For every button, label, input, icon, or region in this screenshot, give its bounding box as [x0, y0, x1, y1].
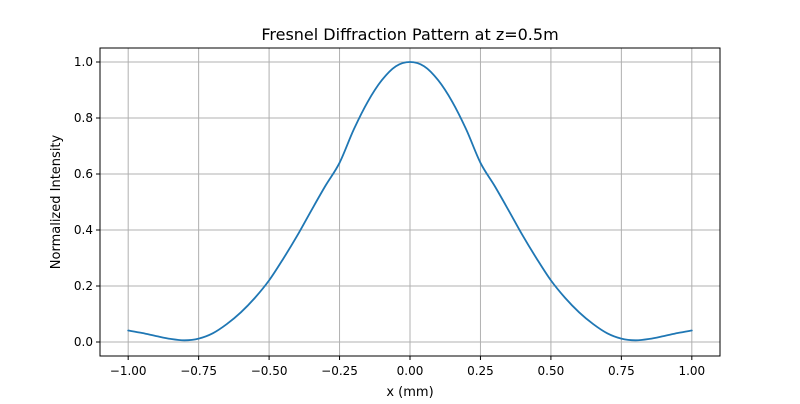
x-axis: −1.00 −0.75 −0.50 −0.25 0.00 0.25 0.50 0.75 1.00: [110, 356, 705, 378]
x-tick-label: −0.25: [321, 364, 358, 378]
grid-layer: [100, 48, 720, 356]
y-tick-label: 1.0: [74, 55, 93, 69]
y-tick-label: 0.0: [74, 335, 93, 349]
x-tick-label: 0.75: [608, 364, 635, 378]
y-axis: 0.0 0.2 0.4 0.6 0.8 1.0: [74, 55, 100, 349]
x-tick-label: −0.75: [180, 364, 217, 378]
y-tick-label: 0.4: [74, 223, 93, 237]
y-tick-label: 0.8: [74, 111, 93, 125]
y-tick-label: 0.6: [74, 167, 93, 181]
x-tick-label: −1.00: [110, 364, 147, 378]
series-layer: [127, 61, 693, 342]
x-tick-label: 1.00: [678, 364, 705, 378]
y-tick-label: 0.2: [74, 279, 93, 293]
y-axis-label: Normalized Intensity: [49, 134, 64, 269]
x-tick-label: 0.25: [467, 364, 494, 378]
x-tick-label: 0.00: [397, 364, 424, 378]
chart-title: Fresnel Diffraction Pattern at z=0.5m: [261, 25, 558, 44]
x-tick-label: −0.50: [251, 364, 288, 378]
intensity-series-line: [127, 61, 693, 342]
x-tick-label: 0.50: [538, 364, 565, 378]
x-axis-label: x (mm): [386, 385, 433, 400]
